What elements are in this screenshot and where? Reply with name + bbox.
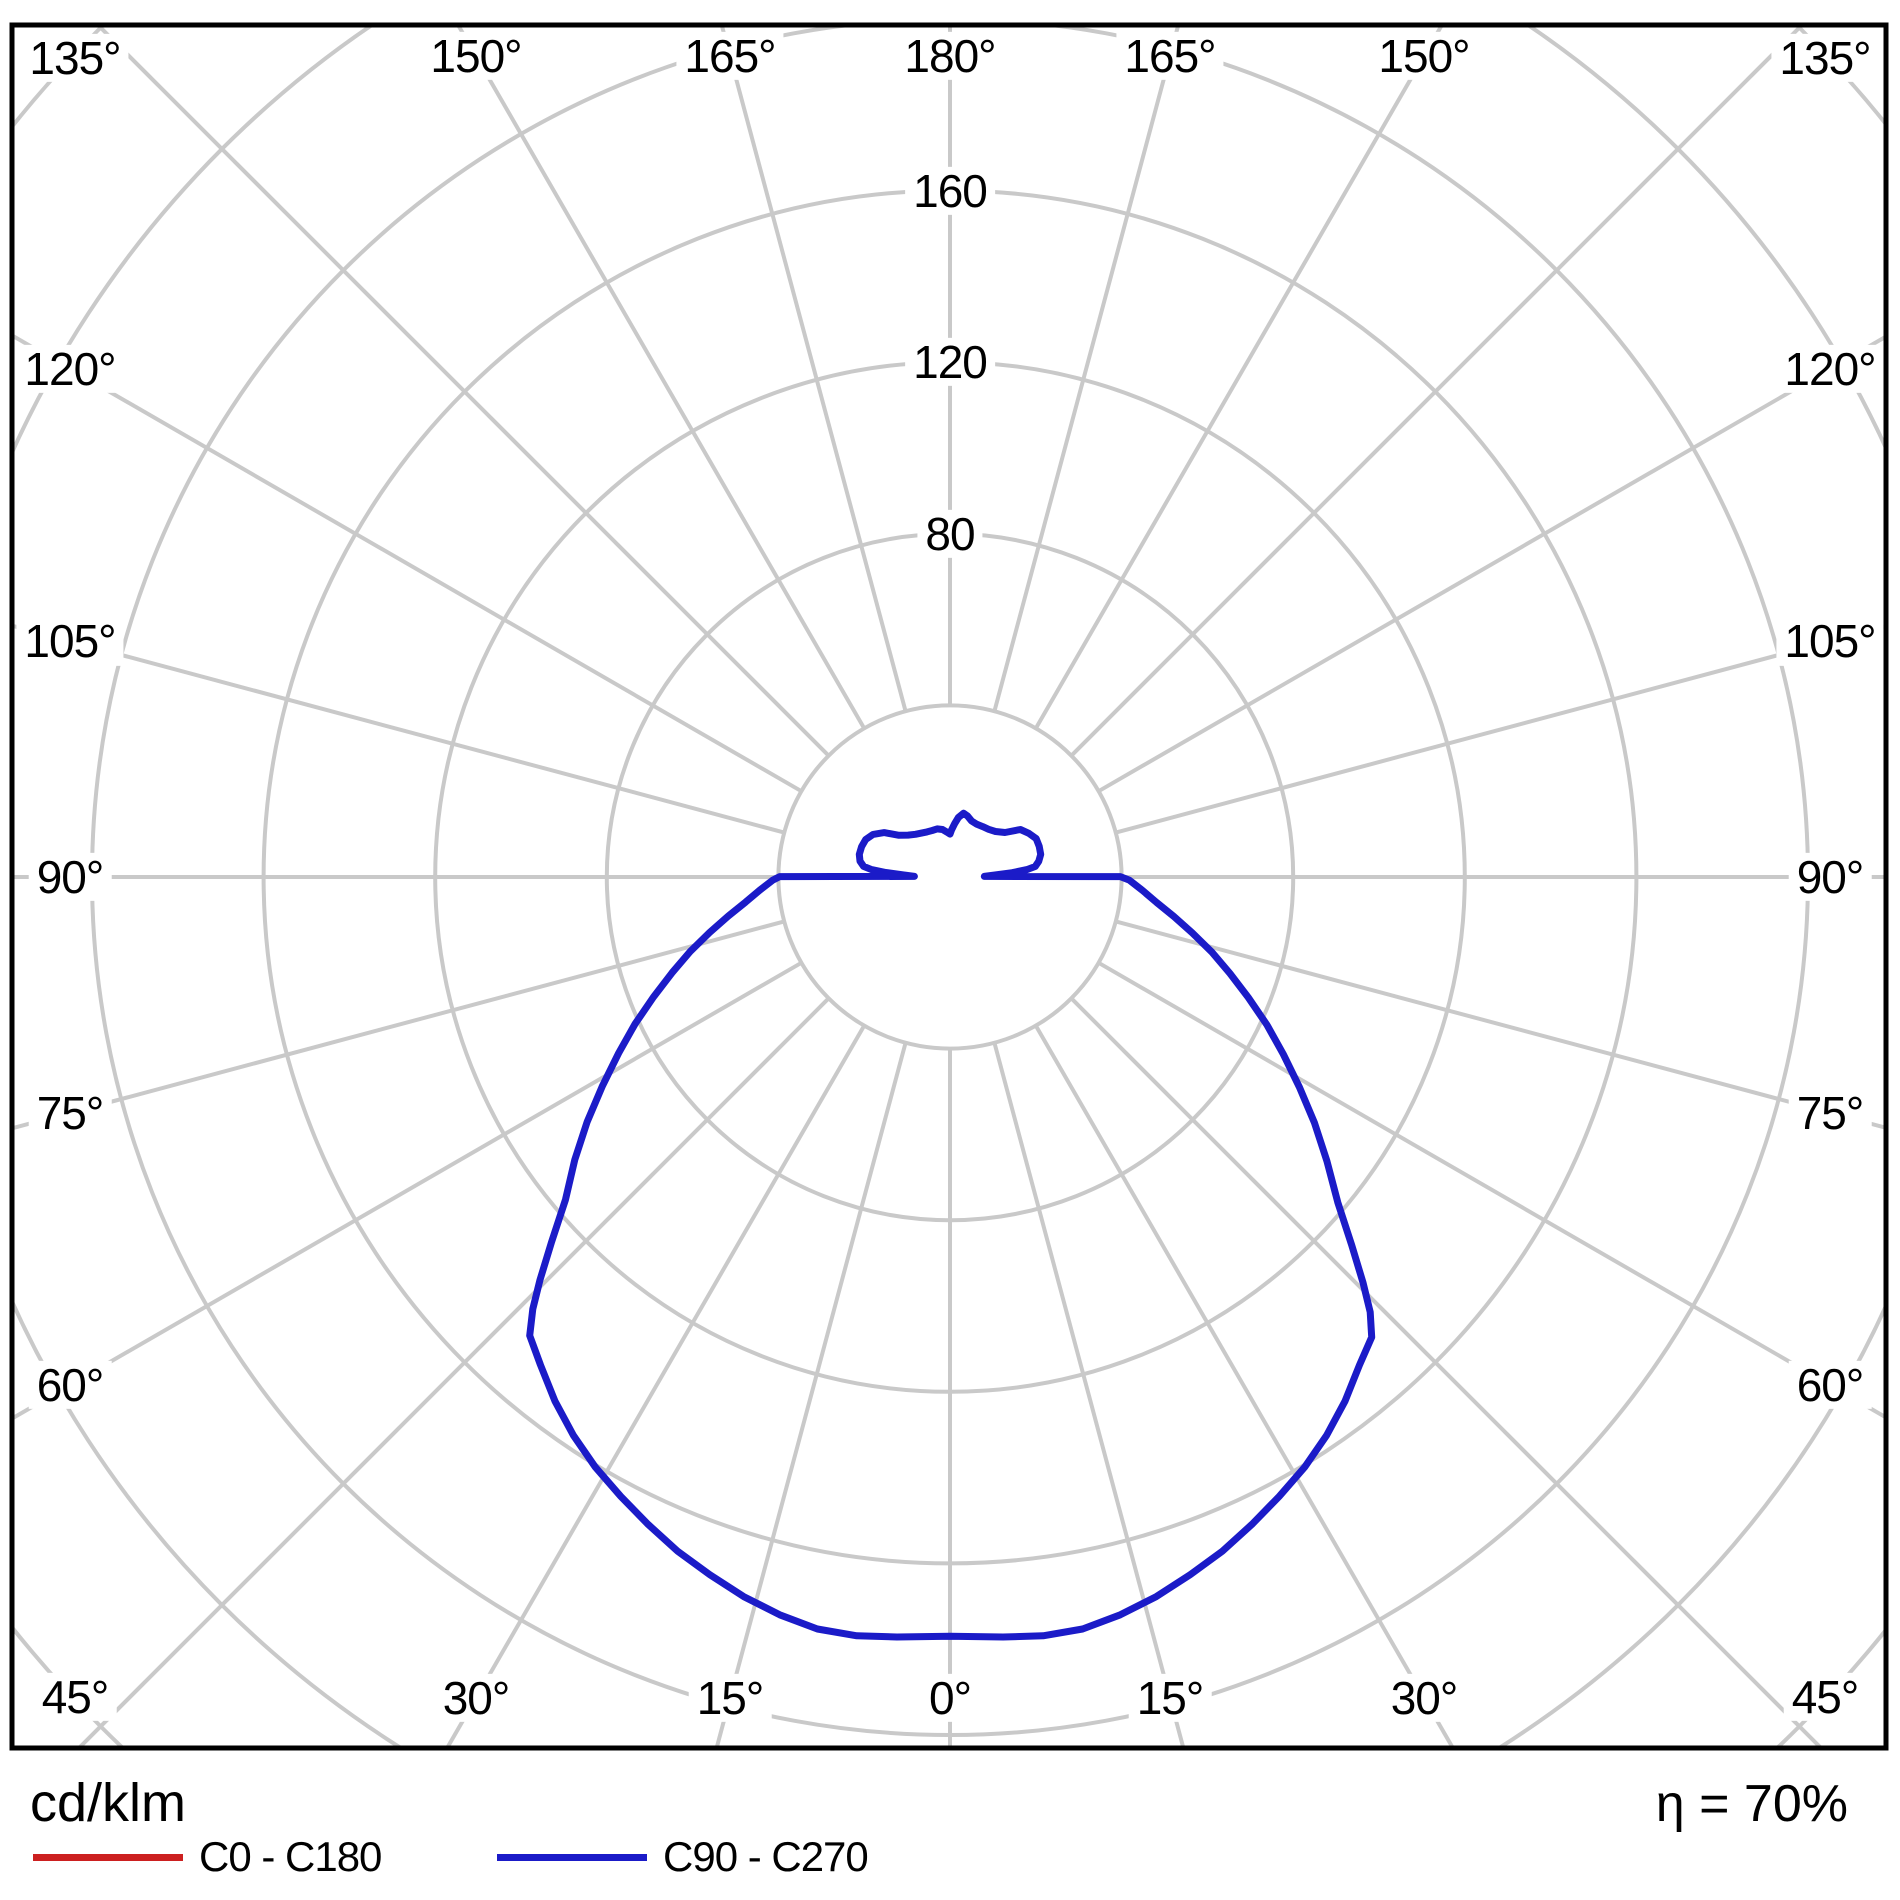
angle-label-90-right: 90° xyxy=(1788,853,1872,901)
angle-label-135-right: 135° xyxy=(1771,34,1879,82)
legend-line-blue xyxy=(497,1853,647,1861)
angle-label-150-right: 150° xyxy=(1370,32,1478,80)
angle-label-90-left: 90° xyxy=(28,853,112,901)
legend-item-c0-c180: C0 - C180 xyxy=(33,1833,382,1881)
angle-label-75-left: 75° xyxy=(28,1088,112,1137)
curve-c90-c270 xyxy=(526,809,1376,1641)
legend-line-red xyxy=(33,1853,183,1861)
legend-label-c0-c180: C0 - C180 xyxy=(199,1833,382,1880)
efficiency-label: η = 70% xyxy=(1655,1775,1848,1833)
legend-item-c90-c270: C90 - C270 xyxy=(497,1833,869,1881)
angle-label-105-left: 105° xyxy=(16,617,124,665)
angle-label-150-left: 150° xyxy=(422,32,530,80)
angle-label-75-right: 75° xyxy=(1788,1088,1872,1137)
ring-label-80: 80 xyxy=(917,509,983,558)
angle-label-135-left: 135° xyxy=(21,34,129,82)
angle-label-165-right: 165° xyxy=(1116,32,1224,80)
angle-label-120-right: 120° xyxy=(1776,344,1884,393)
unit-label: cd/klm xyxy=(30,1773,187,1833)
angle-label-15-left: 15° xyxy=(688,1674,772,1722)
angle-label-45-right: 45° xyxy=(1783,1673,1867,1721)
ring-label-160: 160 xyxy=(905,166,995,215)
angle-label-0: 0° xyxy=(921,1674,979,1722)
angle-label-15-right: 15° xyxy=(1128,1674,1212,1722)
legend-label-c90-c270: C90 - C270 xyxy=(663,1833,869,1880)
angle-label-180: 180° xyxy=(896,32,1004,80)
angle-label-120-left: 120° xyxy=(16,344,124,393)
angle-label-105-right: 105° xyxy=(1776,617,1884,665)
ring-label-120: 120 xyxy=(905,338,995,386)
angle-label-30-left: 30° xyxy=(434,1674,518,1722)
angle-label-60-right: 60° xyxy=(1788,1361,1872,1409)
angle-label-60-left: 60° xyxy=(28,1361,112,1409)
angle-label-165-left: 165° xyxy=(676,32,784,80)
angle-label-45-left: 45° xyxy=(33,1673,117,1721)
angle-label-30-right: 30° xyxy=(1382,1674,1466,1722)
